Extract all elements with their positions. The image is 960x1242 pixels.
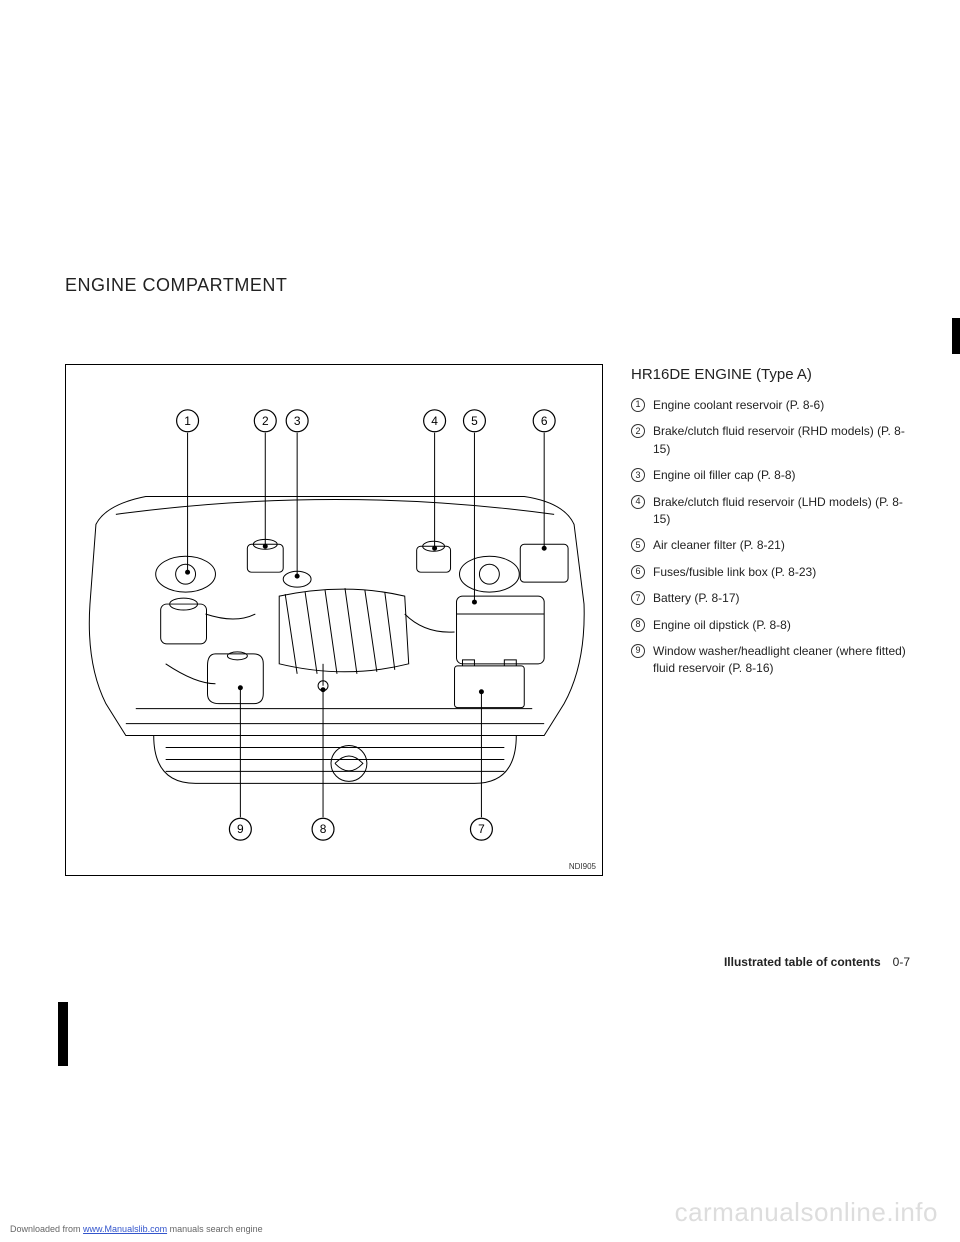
content-row: 1 2 3 4 5 6 9 8 7 NDI905 HR16DE ENGINE (Type A)… (65, 364, 910, 876)
svg-text:6: 6 (541, 414, 548, 428)
dl-prefix: Downloaded from (10, 1224, 83, 1234)
footer-label: Illustrated table of contents (724, 955, 881, 969)
legend-number-icon: 7 (631, 591, 645, 605)
legend-item: 4 Brake/clutch fluid reservoir (LHD model… (631, 494, 910, 529)
dl-suffix: manuals search engine (167, 1224, 263, 1234)
legend-item: 6 Fuses/fusible link box (P. 8-23) (631, 564, 910, 581)
legend-text: Fuses/fusible link box (P. 8-23) (653, 564, 910, 581)
legend-number-icon: 3 (631, 468, 645, 482)
legend-text: Engine oil filler cap (P. 8-8) (653, 467, 910, 484)
legend-list: 1 Engine coolant reservoir (P. 8-6) 2 Brake… (631, 397, 910, 678)
legend-text: Engine oil dipstick (P. 8-8) (653, 617, 910, 634)
diagram-code: NDI905 (569, 862, 596, 871)
legend-item: 8 Engine oil dipstick (P. 8-8) (631, 617, 910, 634)
legend-item: 7 Battery (P. 8-17) (631, 590, 910, 607)
svg-text:4: 4 (431, 414, 438, 428)
engine-diagram-svg: 1 2 3 4 5 6 9 8 7 (66, 365, 602, 875)
engine-heading: HR16DE ENGINE (Type A) (631, 366, 910, 383)
legend-text: Battery (P. 8-17) (653, 590, 910, 607)
footer-page: 0-7 (893, 955, 910, 969)
engine-diagram: 1 2 3 4 5 6 9 8 7 NDI905 (65, 364, 603, 876)
legend-number-icon: 9 (631, 644, 645, 658)
legend-item: 5 Air cleaner filter (P. 8-21) (631, 537, 910, 554)
legend-number-icon: 1 (631, 398, 645, 412)
legend-column: HR16DE ENGINE (Type A) 1 Engine coolant r… (631, 364, 910, 876)
legend-text: Air cleaner filter (P. 8-21) (653, 537, 910, 554)
dl-link[interactable]: www.Manualslib.com (83, 1224, 167, 1234)
legend-item: 9 Window washer/headlight cleaner (where … (631, 643, 910, 678)
legend-number-icon: 5 (631, 538, 645, 552)
svg-text:3: 3 (294, 414, 301, 428)
svg-text:9: 9 (237, 822, 244, 836)
svg-text:7: 7 (478, 822, 485, 836)
legend-text: Window washer/headlight cleaner (where f… (653, 643, 910, 678)
legend-number-icon: 8 (631, 618, 645, 632)
legend-item: 2 Brake/clutch fluid reservoir (RHD model… (631, 423, 910, 458)
watermark: carmanualsonline.info (675, 1197, 938, 1228)
download-line: Downloaded from www.Manualslib.com manua… (10, 1224, 263, 1234)
left-index-bar (58, 1002, 68, 1066)
page-footer: Illustrated table of contents 0-7 (724, 955, 910, 969)
legend-item: 3 Engine oil filler cap (P. 8-8) (631, 467, 910, 484)
legend-number-icon: 2 (631, 424, 645, 438)
svg-text:2: 2 (262, 414, 269, 428)
section-title: ENGINE COMPARTMENT (65, 275, 910, 296)
legend-number-icon: 4 (631, 495, 645, 509)
legend-text: Engine coolant reservoir (P. 8-6) (653, 397, 910, 414)
svg-text:8: 8 (320, 822, 327, 836)
page-content: ENGINE COMPARTMENT (0, 0, 960, 876)
legend-text: Brake/clutch fluid reservoir (LHD models… (653, 494, 910, 529)
svg-text:1: 1 (184, 414, 191, 428)
legend-text: Brake/clutch fluid reservoir (RHD models… (653, 423, 910, 458)
legend-number-icon: 6 (631, 565, 645, 579)
legend-item: 1 Engine coolant reservoir (P. 8-6) (631, 397, 910, 414)
svg-text:5: 5 (471, 414, 478, 428)
